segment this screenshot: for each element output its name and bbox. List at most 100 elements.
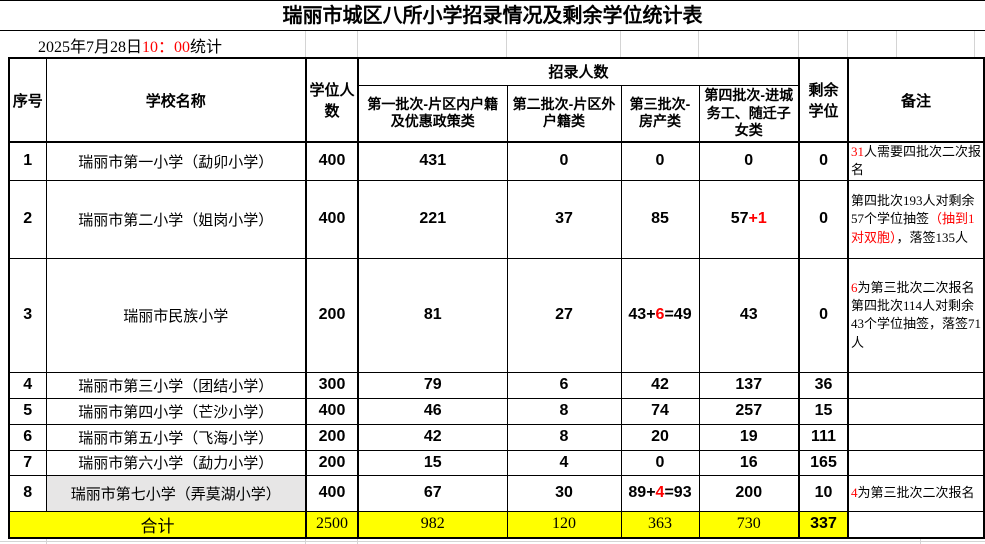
- total-quota: 2500: [305, 510, 359, 539]
- total-label: 合计: [8, 510, 307, 539]
- cell-batch2: 6: [506, 371, 622, 399]
- cell-no: 8: [8, 474, 47, 512]
- cell-remaining: 36: [798, 371, 850, 399]
- cell-batch1: 431: [357, 141, 508, 181]
- cell-remaining: 165: [798, 449, 850, 476]
- header-enrollment-group: 招录人数: [357, 57, 800, 86]
- gridline: [0, 541, 985, 542]
- cell-remaining: 10: [798, 474, 850, 512]
- cell-batch1: 42: [357, 423, 508, 451]
- header-batch2: 第二批次-片区外户籍类: [506, 84, 622, 143]
- cell-batch4: 0: [698, 141, 800, 181]
- header-quota: 学位人数: [305, 57, 359, 143]
- cell-batch2: 30: [506, 474, 622, 512]
- cell-batch2: 8: [506, 423, 622, 451]
- table-row: 7 瑞丽市第六小学（勐力小学） 200 15 4 0 16 165: [8, 449, 985, 476]
- cell-batch3: 20: [620, 423, 700, 451]
- cell-quota: 400: [305, 474, 359, 512]
- cell-school: 瑞丽市第五小学（飞海小学）: [45, 423, 307, 451]
- cell-school: 瑞丽市第三小学（团结小学）: [45, 371, 307, 399]
- cell-quota: 300: [305, 371, 359, 399]
- cell-school: 瑞丽市民族小学: [45, 257, 307, 373]
- cell-school: 瑞丽市第二小学（姐岗小学）: [45, 179, 307, 259]
- cell-batch3: 74: [620, 397, 700, 425]
- header-remaining: 剩余学位: [798, 57, 850, 143]
- cell-remark: 4为第三批次二次报名: [847, 474, 985, 512]
- gridline: [974, 31, 975, 57]
- cell-batch1: 46: [357, 397, 508, 425]
- cell-batch3: 0: [620, 449, 700, 476]
- cell-school-highlighted: 瑞丽市第七小学（弄莫湖小学）: [45, 474, 307, 512]
- cell-remark: 31人需要四批次二次报名: [847, 141, 985, 181]
- gridline: [920, 539, 921, 544]
- cell-batch2: 0: [506, 141, 622, 181]
- header-batch4: 第四批次-进城务工、随迁子女类: [698, 84, 800, 143]
- cell-batch4: 16: [698, 449, 800, 476]
- cell-batch2: 8: [506, 397, 622, 425]
- cell-quota: 400: [305, 179, 359, 259]
- cell-remark: 6为第三批次二次报名 第四批次114人对剩余43个学位抽签，落签71人: [847, 257, 985, 373]
- cell-batch1: 81: [357, 257, 508, 373]
- gridline: [46, 539, 47, 544]
- cell-remark: [847, 449, 985, 476]
- cell-batch4: 57+1: [698, 179, 800, 259]
- cell-batch2: 4: [506, 449, 622, 476]
- cell-remaining: 0: [798, 257, 850, 373]
- table-row: 6 瑞丽市第五小学（飞海小学） 200 42 8 20 19 111: [8, 423, 985, 451]
- gridline: [847, 31, 848, 57]
- cell-batch4: 43: [698, 257, 800, 373]
- gridline: [798, 31, 799, 57]
- table-row: 2 瑞丽市第二小学（姐岗小学） 400 221 37 85 57+1 0 第四批…: [8, 179, 985, 259]
- cell-batch1: 67: [357, 474, 508, 512]
- cell-quota: 400: [305, 397, 359, 425]
- total-batch1: 982: [357, 510, 508, 539]
- total-remaining: 337: [798, 510, 850, 539]
- cell-batch3: 85: [620, 179, 700, 259]
- date-time: 10：00: [142, 39, 191, 56]
- header-batch1: 第一批次-片区内户籍及优惠政策类: [357, 84, 508, 143]
- cell-batch2: 37: [506, 179, 622, 259]
- cell-school: 瑞丽市第六小学（勐力小学）: [45, 449, 307, 476]
- cell-no: 7: [8, 449, 47, 476]
- gridline: [506, 31, 507, 57]
- cell-batch4: 257: [698, 397, 800, 425]
- cell-no: 1: [8, 141, 47, 181]
- cell-no: 3: [8, 257, 47, 373]
- date-text: 2025年7月28日: [38, 39, 143, 56]
- total-batch3: 363: [620, 510, 700, 539]
- total-batch4: 730: [698, 510, 800, 539]
- table-row: 5 瑞丽市第四小学（芒沙小学） 400 46 8 74 257 15: [8, 397, 985, 425]
- cell-no: 4: [8, 371, 47, 399]
- cell-batch4: 19: [698, 423, 800, 451]
- header-batch3: 第三批次-房产类: [620, 84, 700, 143]
- cell-batch3: 0: [620, 141, 700, 181]
- cell-remark: [847, 423, 985, 451]
- header-row-2: 第一批次-片区内户籍及优惠政策类 第二批次-片区外户籍类 第三批次-房产类 第四…: [9, 84, 984, 143]
- cell-remark: [847, 397, 985, 425]
- table-row: 4 瑞丽市第三小学（团结小学） 300 79 6 42 137 36: [8, 371, 985, 399]
- cell-quota: 200: [305, 423, 359, 451]
- table-row: 8 瑞丽市第七小学（弄莫湖小学） 400 67 30 89+4=93 200 1…: [8, 474, 985, 512]
- title-underline: [0, 30, 985, 31]
- gridline: [357, 539, 358, 544]
- cell-batch4: 200: [698, 474, 800, 512]
- cell-remaining: 15: [798, 397, 850, 425]
- page-title: 瑞丽市城区八所小学招录情况及剩余学位统计表: [282, 5, 703, 27]
- cell-batch2: 27: [506, 257, 622, 373]
- cell-remaining: 0: [798, 141, 850, 181]
- cell-school: 瑞丽市第四小学（芒沙小学）: [45, 397, 307, 425]
- cell-school: 瑞丽市第一小学（勐卯小学）: [45, 141, 307, 181]
- cell-remaining: 111: [798, 423, 850, 451]
- top-border-line: [0, 0, 985, 1]
- table-row: 1 瑞丽市第一小学（勐卯小学） 400 431 0 0 0 0 31人需要四批次…: [8, 141, 985, 181]
- gridline: [620, 31, 621, 57]
- statistics-table: 序号 学校名称 学位人数 招录人数 剩余学位 备注 第一批次-片区内户籍及优惠政…: [8, 57, 985, 539]
- cell-remark: 第四批次193人对剩余57个学位抽签（抽到1对双胞），落签135人: [847, 179, 985, 259]
- total-remark: [847, 510, 985, 539]
- total-batch2: 120: [506, 510, 622, 539]
- gridline: [896, 31, 897, 57]
- cell-batch1: 221: [357, 179, 508, 259]
- date-line: 2025年7月28日10：00统计: [38, 33, 222, 57]
- gridline: [357, 31, 358, 57]
